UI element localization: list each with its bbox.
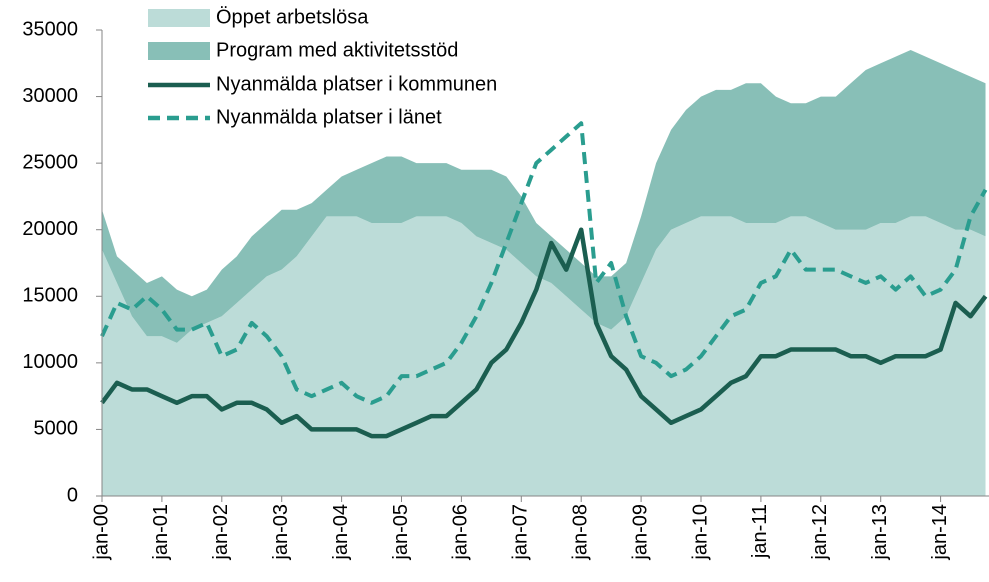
x-tick-label: jan-13 — [869, 504, 891, 561]
x-tick-label: jan-02 — [210, 504, 232, 561]
legend-label: Nyanmälda platser i länet — [216, 106, 442, 128]
line — [100, 227, 988, 439]
legend-label: Program med aktivitetsstöd — [216, 39, 458, 61]
x-tick-label: jan-08 — [569, 504, 591, 561]
y-tick-label: 30000 — [22, 85, 78, 107]
x-tick-label: jan-11 — [749, 504, 771, 559]
y-tick-label: 35000 — [22, 18, 78, 40]
y-tick-label: 0 — [67, 484, 78, 506]
x-tick-label: jan-05 — [390, 504, 412, 561]
x-tick-label: jan-04 — [330, 504, 352, 561]
legend-label: Nyanmälda platser i kommunen — [216, 73, 497, 95]
x-tick-label: jan-03 — [270, 504, 292, 561]
legend-label: Öppet arbetslösa — [216, 6, 369, 28]
y-tick-label: 10000 — [22, 351, 78, 373]
x-tick-label: jan-07 — [510, 504, 532, 561]
area — [102, 49, 986, 343]
x-tick-label: jan-06 — [450, 504, 472, 561]
x-tick-label: jan-10 — [689, 504, 711, 561]
x-tick-label: jan-14 — [929, 504, 951, 561]
y-tick-label: 5000 — [34, 418, 79, 440]
y-tick-label: 15000 — [22, 285, 78, 307]
y-tick-label: 20000 — [22, 218, 78, 240]
x-tick-label: jan-01 — [150, 504, 172, 561]
legend-swatch — [148, 9, 210, 27]
x-tick-label: jan-00 — [90, 504, 112, 561]
y-tick-label: 25000 — [22, 151, 78, 173]
x-tick-label: jan-09 — [629, 504, 651, 561]
legend-swatch — [148, 42, 210, 60]
area — [102, 216, 986, 496]
x-tick-label: jan-12 — [809, 504, 831, 561]
